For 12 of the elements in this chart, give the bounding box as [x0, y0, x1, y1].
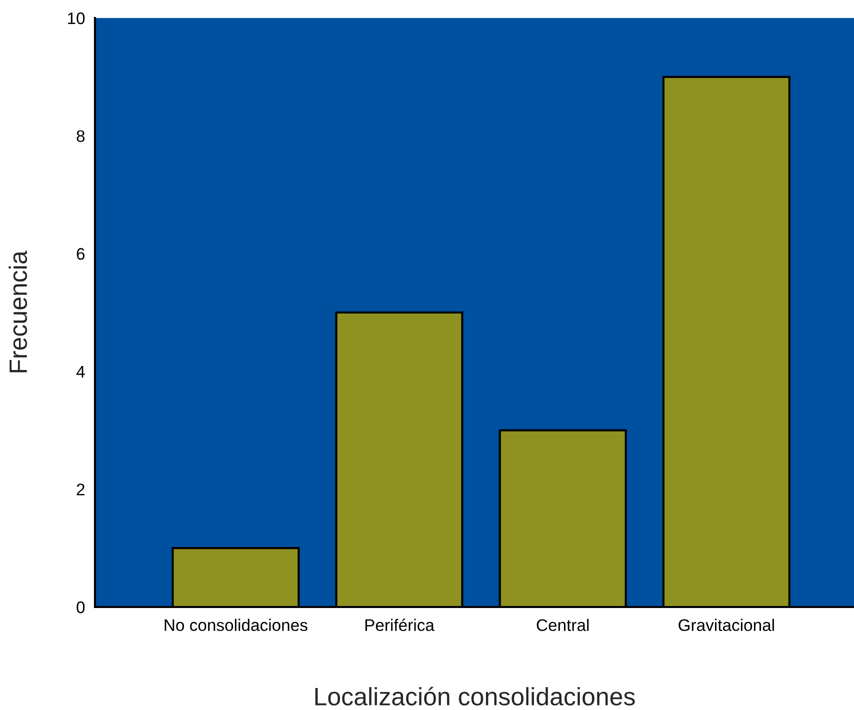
x-tick-label: Gravitacional	[678, 618, 774, 632]
y-tick-label: 10	[68, 12, 85, 24]
y-tick-label: 0	[76, 601, 85, 614]
x-tick-label: Central	[536, 618, 589, 632]
y-tick-label: 2	[76, 484, 84, 496]
y-tick-label: 6	[76, 248, 85, 260]
y-tick-label: 4	[76, 366, 85, 378]
y-tick-label: 8	[76, 130, 85, 142]
x-tick-label: No consolidaciones	[164, 618, 308, 632]
y-axis-title: Frecuencia	[8, 250, 28, 372]
x-axis-title: Localización consolidaciones	[315, 686, 635, 706]
x-tick-label: Periférica	[365, 618, 434, 632]
